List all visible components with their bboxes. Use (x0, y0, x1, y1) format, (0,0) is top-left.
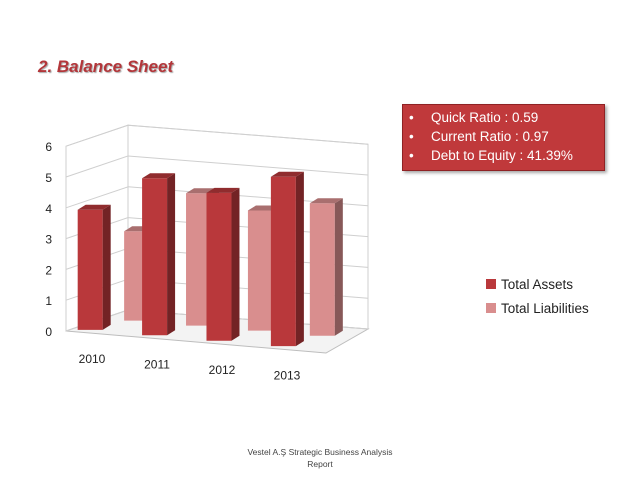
legend-item: Total Assets (486, 272, 589, 296)
bullet-glyph: • (409, 148, 414, 163)
legend-swatch (486, 303, 496, 313)
ratio-text: Current Ratio : 0.97 (431, 129, 549, 144)
bar-front-face (309, 203, 335, 336)
ratio-list: • Quick Ratio : 0.59 • Current Ratio : 0.97… (409, 108, 604, 165)
bar-side-face (334, 198, 343, 336)
y-axis-tick-labels: 0 1 2 3 4 5 6 (45, 140, 52, 339)
side-gridline (65, 186, 129, 209)
bar-front-face (77, 209, 103, 330)
x-tick-label: 2011 (144, 358, 170, 372)
x-tick-label: 2010 (79, 352, 106, 366)
bullet-glyph: • (409, 129, 414, 144)
bar-total-assets-2010 (77, 204, 111, 330)
x-axis-tick-labels: 2010 2011 2012 2013 (79, 352, 301, 383)
legend-swatch (486, 279, 496, 289)
ratio-item: • Current Ratio : 0.97 (409, 127, 604, 146)
y-tick-label: 4 (45, 202, 52, 216)
x-tick-label: 2013 (274, 369, 301, 383)
bar-front-face (206, 192, 232, 341)
bar-front-face (142, 178, 168, 336)
bar-total-assets-2013 (270, 171, 304, 347)
chart-bars (77, 171, 343, 347)
side-gridline (65, 124, 129, 147)
y-tick-label: 5 (45, 171, 52, 185)
bar-side-face (295, 171, 304, 347)
footer-line-2: Report (307, 459, 333, 469)
side-gridline (65, 155, 129, 178)
y-tick-label: 2 (45, 263, 52, 277)
bar-front-face (270, 176, 296, 347)
bar-side-face (231, 187, 240, 341)
legend-label: Total Assets (501, 276, 574, 292)
ratio-item: • Quick Ratio : 0.59 (409, 108, 604, 127)
bar-top-face (206, 187, 240, 193)
y-tick-label: 3 (45, 233, 52, 247)
back-gridline (127, 124, 369, 145)
ratio-item: • Debt to Equity : 41.39% (409, 146, 604, 165)
ratio-text: Debt to Equity : 41.39% (431, 148, 573, 163)
bullet-glyph: • (409, 110, 414, 125)
ratio-text: Quick Ratio : 0.59 (431, 110, 539, 125)
bar-total-assets-2012 (206, 187, 240, 341)
y-tick-label: 1 (45, 294, 52, 308)
bar-side-face (102, 204, 111, 330)
legend-label: Total Liabilities (501, 300, 589, 316)
legend-item: Total Liabilities (486, 296, 589, 320)
bar-side-face (167, 173, 176, 336)
x-tick-label: 2012 (209, 363, 236, 377)
slide-title: 2. Balance Sheet (38, 57, 174, 76)
y-tick-label: 0 (45, 325, 52, 339)
bar-top-face (77, 204, 111, 210)
y-tick-label: 6 (45, 140, 52, 154)
bar-top-face (309, 198, 343, 204)
bar-top-face (270, 171, 304, 177)
back-gridline (127, 155, 369, 176)
ratio-summary-box: • Quick Ratio : 0.59 • Current Ratio : 0.97… (402, 104, 605, 171)
slide-footer: Vestel A.Ş Strategic Business Analysis R… (210, 446, 430, 470)
bar-front-face (186, 193, 212, 326)
bar-front-face (247, 210, 273, 331)
bar-top-face (142, 173, 176, 179)
bar-total-liabilities-2013 (309, 198, 343, 336)
chart-legend: Total Assets Total Liabilities (486, 272, 589, 320)
bar-total-assets-2011 (142, 173, 176, 336)
footer-line-1: Vestel A.Ş Strategic Business Analysis (247, 447, 393, 457)
